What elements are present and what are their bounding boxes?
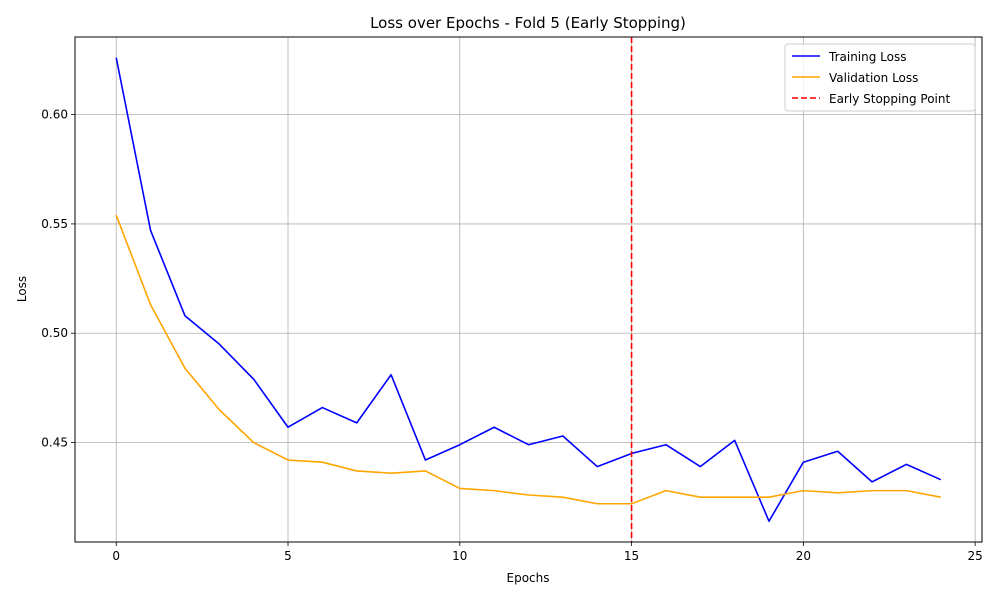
training-loss-line: [115, 57, 942, 523]
legend-label-early-stopping: Early Stopping Point: [829, 92, 950, 106]
legend-label-training: Training Loss: [828, 50, 906, 64]
y-tick-label: 0.60: [41, 108, 68, 122]
x-axis-label: Epochs: [507, 571, 550, 585]
x-tick-label: 20: [796, 549, 811, 563]
tick-layer: 0 5 10 15 20 25 0.45 0.50 0.55 0.60: [41, 108, 982, 563]
plot-frame: [74, 36, 983, 543]
legend: Training Loss Validation Loss Early Stop…: [784, 43, 976, 112]
y-tick-label: 0.55: [41, 217, 68, 231]
y-tick-label: 0.50: [41, 326, 68, 340]
x-tick-label: 15: [624, 549, 639, 563]
x-tick-label: 5: [284, 549, 292, 563]
series-layer: [115, 37, 942, 542]
legend-label-validation: Validation Loss: [829, 71, 918, 85]
x-tick-label: 10: [452, 549, 467, 563]
grid-layer: [75, 37, 982, 542]
y-tick-label: 0.45: [41, 436, 68, 450]
legend-box: [784, 43, 976, 112]
chart-title: Loss over Epochs - Fold 5 (Early Stoppin…: [370, 14, 686, 32]
y-axis-label: Loss: [15, 276, 29, 302]
x-tick-label: 25: [967, 549, 982, 563]
x-tick-label: 0: [112, 549, 120, 563]
validation-loss-line: [115, 214, 941, 505]
